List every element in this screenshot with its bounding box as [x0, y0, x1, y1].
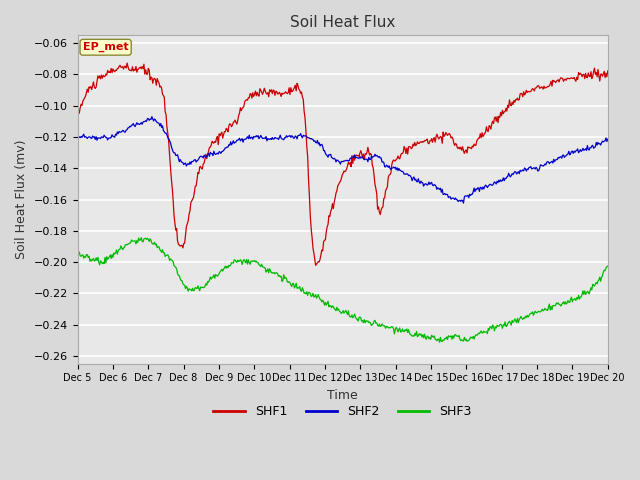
SHF2 — [604, 136, 612, 142]
SHF2 — [314, 141, 322, 147]
SHF3 — [436, 339, 444, 345]
SHF1 — [168, 185, 176, 191]
SHF1 — [429, 136, 437, 142]
SHF2 — [475, 185, 483, 191]
SHF3 — [168, 258, 176, 264]
SHF1 — [604, 68, 612, 74]
SHF2 — [168, 146, 176, 152]
SHF1 — [475, 135, 483, 141]
Y-axis label: Soil Heat Flux (mv): Soil Heat Flux (mv) — [15, 140, 28, 259]
SHF2 — [74, 133, 81, 139]
X-axis label: Time: Time — [327, 389, 358, 402]
SHF1 — [74, 108, 81, 113]
SHF3 — [314, 292, 322, 298]
SHF3 — [74, 250, 81, 256]
SHF2 — [211, 151, 219, 156]
SHF3 — [211, 276, 219, 281]
SHF2 — [429, 182, 436, 188]
SHF1 — [388, 162, 396, 168]
SHF3 — [387, 324, 395, 330]
SHF3 — [138, 235, 145, 240]
SHF1 — [211, 139, 219, 144]
SHF1 — [124, 60, 131, 66]
SHF3 — [604, 263, 612, 269]
Line: SHF2: SHF2 — [77, 117, 608, 203]
SHF1 — [316, 259, 323, 265]
SHF2 — [148, 114, 156, 120]
SHF2 — [387, 167, 395, 172]
Text: EP_met: EP_met — [83, 42, 129, 52]
Line: SHF1: SHF1 — [77, 63, 608, 265]
SHF1 — [312, 263, 319, 268]
Title: Soil Heat Flux: Soil Heat Flux — [290, 15, 396, 30]
Line: SHF3: SHF3 — [77, 238, 608, 342]
SHF3 — [429, 334, 436, 339]
SHF2 — [460, 200, 467, 206]
Legend: SHF1, SHF2, SHF3: SHF1, SHF2, SHF3 — [209, 400, 477, 423]
SHF3 — [475, 330, 483, 336]
